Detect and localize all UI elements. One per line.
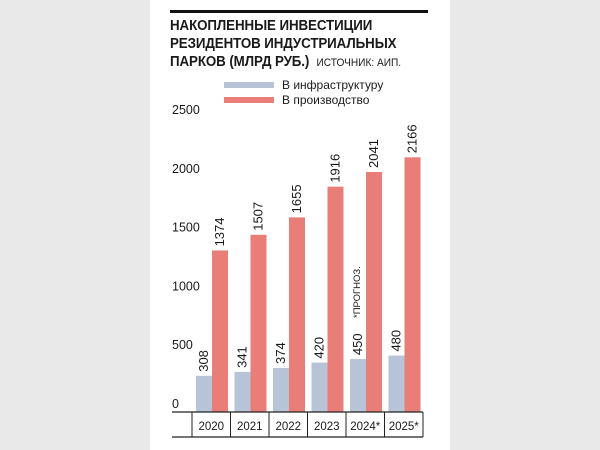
bar-production: [366, 171, 382, 412]
chart-title: НАКОПЛЕННЫЕ ИНВЕСТИЦИИ РЕЗИДЕНТОВ ИНДУСТ…: [170, 17, 411, 72]
y-tick-label: 2500: [172, 103, 200, 117]
x-tick-label: 2025*: [389, 421, 420, 433]
legend-swatch-1: [224, 82, 274, 88]
x-tick-label: 2022: [275, 421, 301, 433]
data-label-production: 2166: [405, 124, 420, 153]
legend-swatch-2: [224, 97, 274, 103]
y-tick-label: 1000: [172, 279, 200, 293]
bar-infrastructure: [196, 375, 212, 412]
x-tick-label: 2024*: [350, 421, 381, 433]
bars: 308 1374 341 1507 374 1655 420 1916 450 2041 480 21…: [196, 124, 421, 412]
data-label-infrastructure: 420: [312, 337, 327, 359]
x-axis: 2020 2021 2022 2023 2024* 2025*: [172, 411, 424, 438]
bar-production: [250, 234, 267, 412]
bar-production: [404, 157, 421, 412]
title-line-3-text: ПАРКОВ (МЛРД РУБ.): [170, 54, 310, 70]
forecast-note: *ПРОГНОЗ.: [352, 266, 363, 318]
bar-production: [289, 217, 305, 412]
x-tick-label: 2020: [198, 421, 224, 433]
bar-infrastructure: [350, 359, 366, 412]
source-label: ИСТОЧНИК: АИП.: [316, 57, 402, 69]
x-tick-label: 2021: [237, 421, 263, 433]
bar-production: [212, 250, 228, 412]
data-label-production: 1374: [212, 217, 227, 246]
title-line-2: РЕЗИДЕНТОВ ИНДУСТРИАЛЬНЫХ: [170, 36, 397, 52]
data-label-infrastructure: 341: [235, 346, 250, 368]
x-tick-label: 2023: [314, 421, 340, 433]
title-line-1: НАКОПЛЕННЫЕ ИНВЕСТИЦИИ: [170, 18, 373, 34]
bar-production: [327, 186, 344, 412]
y-tick-label: 1500: [172, 221, 200, 235]
title-top-rule: [170, 10, 428, 13]
y-tick-label: 500: [172, 338, 193, 352]
y-tick-label: 2000: [172, 162, 200, 176]
y-axis: 0 500 1000 1500 2000 2500: [172, 103, 200, 411]
data-label-production: 1655: [289, 184, 304, 213]
data-label-production: 1916: [328, 154, 343, 183]
data-label-production: 1507: [251, 202, 266, 231]
data-label-production: 2041: [366, 139, 381, 168]
data-label-infrastructure: 480: [389, 330, 404, 352]
bar-infrastructure: [234, 371, 251, 412]
bar-infrastructure: [311, 362, 328, 412]
data-label-infrastructure: 450: [350, 333, 365, 355]
title-line-3: ПАРКОВ (МЛРД РУБ.) ИСТОЧНИК: АИП.: [170, 53, 411, 72]
legend-label-1: В инфраструктуру: [282, 78, 383, 92]
notes: *ПРОГНОЗ.: [352, 266, 363, 318]
bar-infrastructure: [388, 355, 405, 412]
bar-infrastructure: [273, 368, 289, 412]
y-tick-label: 0: [172, 397, 179, 411]
data-label-infrastructure: 308: [196, 350, 211, 372]
data-label-infrastructure: 374: [273, 342, 288, 364]
legend-label-2: В производство: [282, 93, 370, 107]
